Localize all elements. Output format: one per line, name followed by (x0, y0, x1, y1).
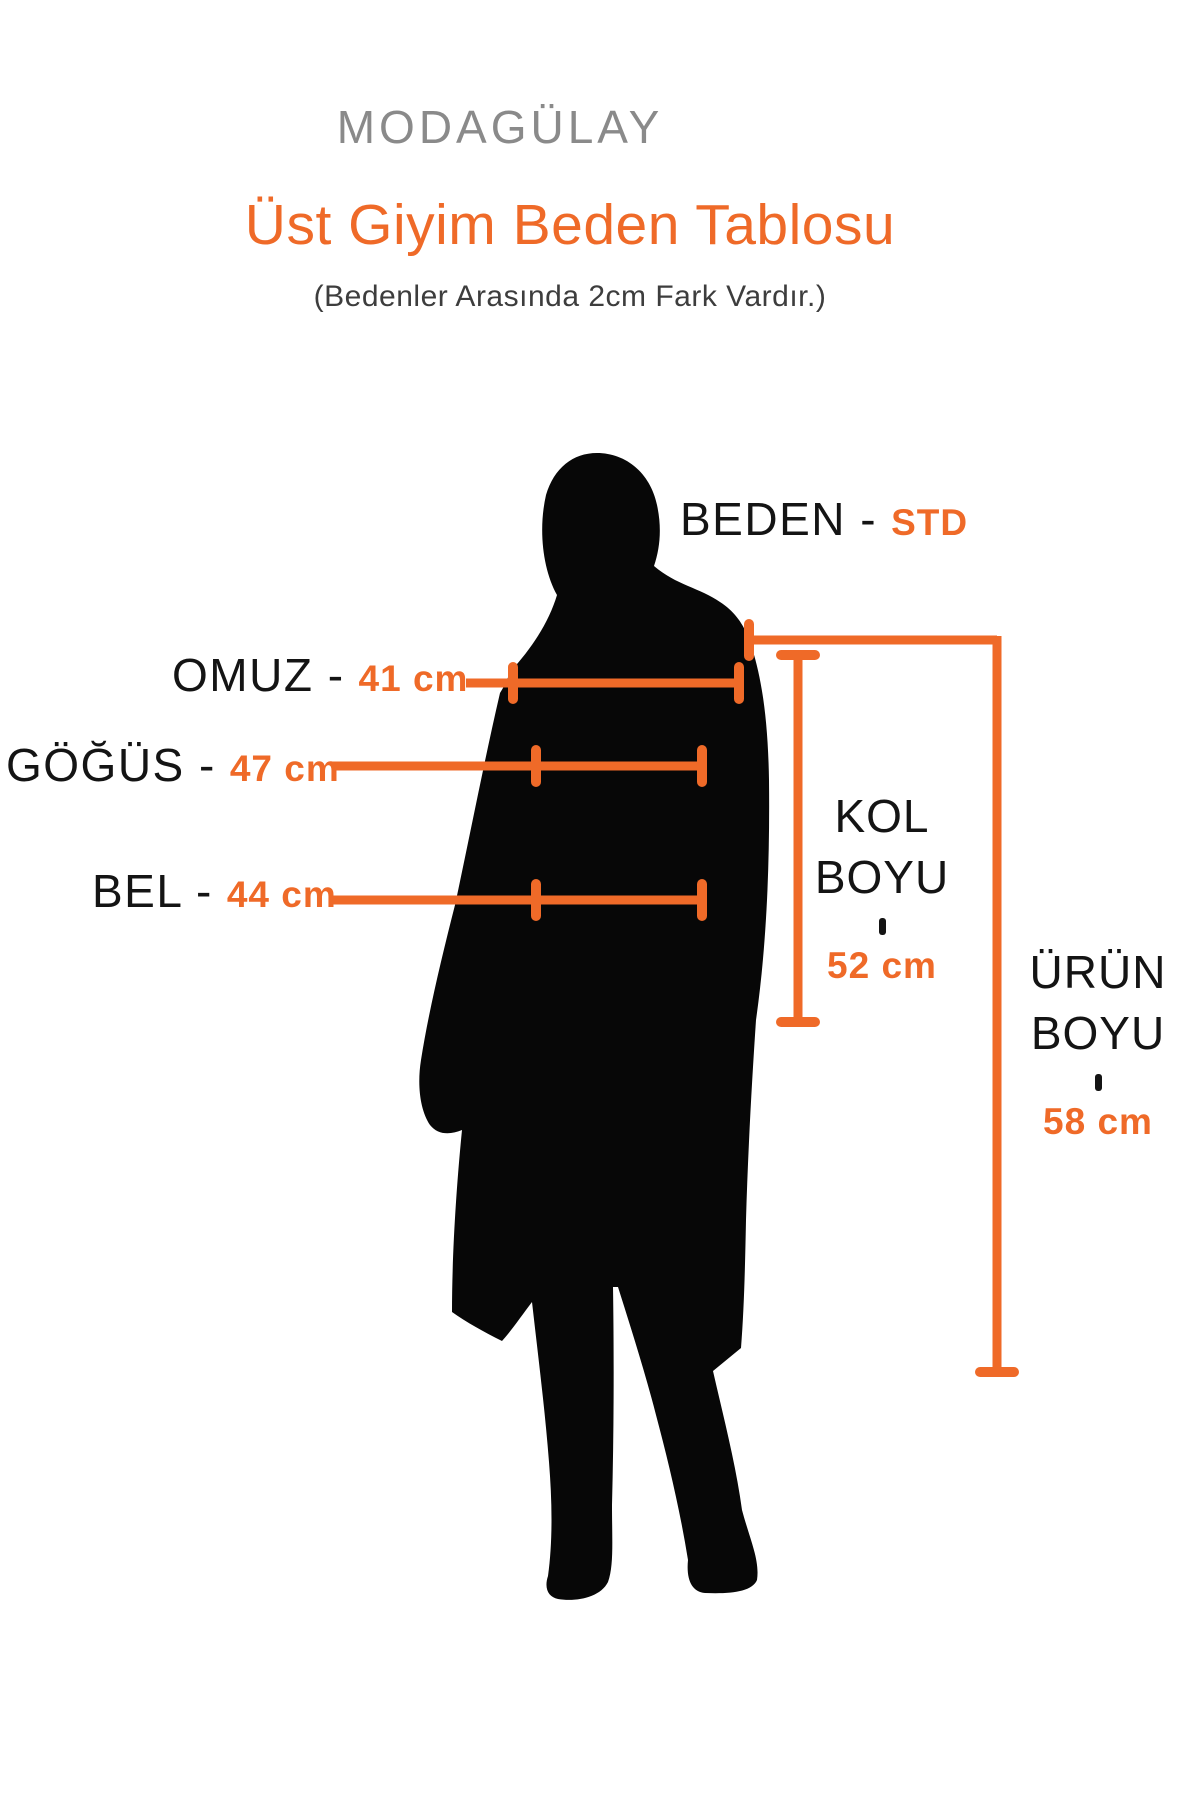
brand-logo: MODAGÜLAY (336, 101, 664, 153)
urun-boyu-line (744, 619, 1019, 1377)
gogus-line (332, 745, 707, 787)
omuz-line (466, 662, 744, 704)
gogus-label: GÖĞÜS - (6, 739, 216, 791)
bel-label: BEL - (92, 865, 213, 917)
omuz-row: OMUZ - 41 cm (172, 652, 468, 698)
bel-line (332, 879, 707, 921)
person-silhouette (419, 453, 770, 1600)
urun-dash-mark (1094, 1074, 1102, 1091)
urun-value: 58 cm (1043, 1101, 1153, 1142)
kol-label-line1: KOL (834, 790, 930, 842)
kol-label-line2: BOYU (814, 851, 950, 903)
urun-label-line1: ÜRÜN (1029, 946, 1167, 998)
urun-label-line2: BOYU (1030, 1007, 1166, 1059)
kol-value: 52 cm (827, 945, 937, 986)
omuz-value: 41 cm (358, 658, 469, 699)
bel-value: 44 cm (226, 874, 337, 915)
page-subtitle: (Bedenler Arasında 2cm Fark Vardır.) (313, 280, 827, 313)
urun-boyu-block: ÜRÜN BOYU 58 cm (1018, 942, 1178, 1140)
kol-dash-mark (878, 918, 886, 935)
kol-boyu-line (776, 650, 820, 1027)
beden-value: STD (891, 502, 969, 543)
kol-boyu-block: KOL BOYU 52 cm (812, 786, 952, 984)
omuz-label: OMUZ - (172, 649, 345, 701)
bel-row: BEL - 44 cm (92, 868, 337, 914)
page-title: Üst Giyim Beden Tablosu (244, 193, 896, 257)
beden-label: BEDEN - (680, 493, 878, 545)
beden-row: BEDEN - STD (680, 496, 968, 542)
gogus-value: 47 cm (229, 748, 340, 789)
gogus-row: GÖĞÜS - 47 cm (6, 742, 340, 788)
